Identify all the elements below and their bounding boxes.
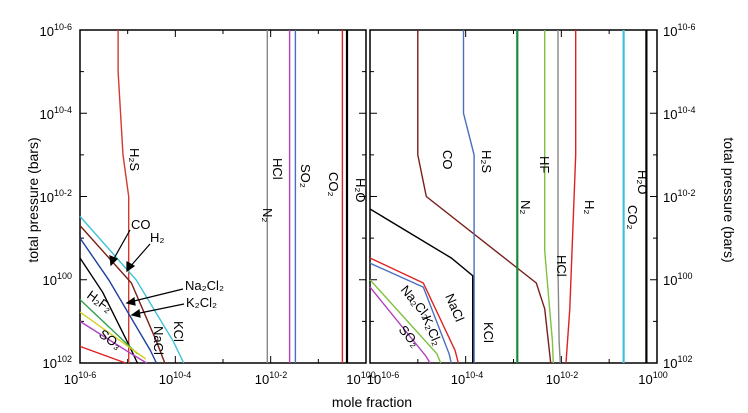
xtick-exponent: 10-6 — [381, 370, 399, 380]
xtick-exponent: 10-4 — [465, 370, 483, 380]
ytick-exponent: 10-6 — [54, 22, 72, 32]
ytick-exponent: 100 — [57, 271, 72, 281]
arrow-k2cl2 — [134, 303, 185, 315]
left-xtick-label: 1010-6 — [64, 370, 96, 387]
curve-label-kcl: KCl — [171, 321, 186, 342]
arrow-na2cl2 — [129, 288, 184, 303]
left-label-arrows — [109, 229, 185, 318]
left-x-tick-labels: 1010-6 1010-4 1010-2 10100 — [64, 370, 376, 387]
series-line-hf — [544, 30, 554, 364]
curve-label-na2cl2: Na₂Cl₂ — [185, 278, 224, 293]
arrow-co — [111, 229, 131, 263]
curve-label-h2s: H₂S — [127, 148, 142, 171]
series-line-so3 — [79, 345, 126, 364]
xtick-exponent: 10-2 — [269, 370, 287, 380]
curve-label-h2o: H₂O — [353, 178, 368, 203]
curve-label-hf-right: HF — [537, 156, 552, 173]
left-y-axis-label: total pressure (bars) — [25, 137, 41, 262]
left-axis-ticks — [79, 29, 367, 364]
series-line-nacl — [369, 257, 459, 364]
arrow-h2 — [128, 243, 151, 269]
right-x-tick-labels: 1010-6 1010-4 1010-2 10100 — [367, 370, 668, 387]
series-line-h2 — [565, 30, 577, 364]
series-line-na2cl2 — [369, 279, 442, 364]
left-xtick-label: 1010-4 — [159, 370, 191, 387]
xtick-exponent: 100 — [653, 370, 668, 380]
series-line-k2cl2 — [369, 262, 452, 364]
arrow-head — [109, 255, 119, 267]
ytick-exponent: 10-4 — [54, 105, 72, 115]
series-line-h2s — [117, 30, 130, 363]
ytick-exponent: 10-6 — [677, 22, 695, 32]
curve-label-co2: CO₂ — [326, 172, 341, 197]
right-xtick-label: 1010-2 — [546, 370, 578, 387]
ytick-exponent: 10-2 — [54, 188, 72, 198]
right-ytick-label: 1010-2 — [663, 188, 695, 205]
arrow-head — [130, 308, 141, 318]
xtick-exponent: 10-4 — [173, 370, 191, 380]
left-ytick-label: 10100 — [43, 271, 73, 288]
right-xtick-label: 10100 — [638, 370, 668, 387]
curve-label-hcl: HCl — [270, 158, 285, 180]
right-ytick-label: 1010-6 — [663, 22, 695, 39]
right-y-axis-label: total pressure (bars) — [721, 137, 737, 262]
curve-label-co: CO — [131, 217, 151, 232]
curve-label-k2cl2: K₂Cl₂ — [186, 295, 217, 310]
curve-label-co-right: CO — [440, 150, 455, 170]
right-y-tick-labels: 1010-6 1010-4 1010-2 10100 10102 — [663, 22, 695, 371]
ytick-exponent: 102 — [57, 354, 72, 364]
curve-label-h2o-right: H₂O — [635, 170, 650, 195]
xtick-exponent: 100 — [361, 370, 376, 380]
curve-label-n2: N₂ — [260, 208, 275, 222]
right-series-lines — [369, 30, 648, 364]
curve-label-h2s-right: H₂S — [479, 150, 494, 173]
left-ytick-label: 1010-2 — [40, 188, 72, 205]
right-plot-frame — [369, 29, 658, 364]
curve-label-co2-right: CO₂ — [625, 205, 640, 230]
arrow-head — [126, 260, 136, 273]
left-panel: 1010-6 1010-4 1010-2 10100 10102 1010-6 … — [25, 22, 376, 387]
x-axis-label: mole fraction — [332, 394, 412, 410]
curve-label-h2: H₂ — [150, 230, 164, 245]
ytick-exponent: 10-2 — [677, 188, 695, 198]
series-line-k2cl2 — [79, 311, 147, 360]
right-ytick-label: 10102 — [663, 354, 693, 371]
series-line-co — [79, 237, 158, 364]
left-plot-frame — [79, 29, 367, 364]
series-line-co — [417, 30, 552, 364]
curve-label-h2-right: H₂ — [582, 200, 597, 214]
arrow-head — [125, 296, 136, 306]
right-ytick-label: 1010-4 — [663, 105, 695, 122]
left-series-lines — [79, 30, 349, 364]
curve-label-nacl: NaCl — [151, 326, 166, 355]
series-line-so2 — [369, 286, 431, 364]
curve-label-hcl-right: HCl — [554, 255, 569, 277]
series-line-hcl — [557, 30, 561, 364]
series-line-kcl — [369, 208, 474, 363]
ytick-exponent: 102 — [677, 354, 692, 364]
series-line-h2s — [462, 30, 475, 363]
left-ytick-label: 1010-6 — [40, 22, 72, 39]
right-xtick-label: 1010-6 — [367, 370, 399, 387]
xtick-exponent: 10-2 — [560, 370, 578, 380]
curve-label-n2-right: N₂ — [518, 200, 533, 214]
left-xtick-label: 1010-2 — [255, 370, 287, 387]
ytick-exponent: 100 — [677, 271, 692, 281]
ytick-exponent: 10-4 — [677, 105, 695, 115]
xtick-exponent: 10-6 — [78, 370, 96, 380]
left-ytick-label: 1010-4 — [40, 105, 72, 122]
left-ytick-label: 10102 — [43, 354, 73, 371]
series-line-h2f2 — [79, 320, 147, 364]
left-y-tick-labels: 1010-6 1010-4 1010-2 10100 10102 — [40, 22, 72, 371]
right-axis-ticks — [369, 29, 658, 364]
curve-label-kcl-right: KCl — [481, 322, 496, 343]
right-xtick-label: 1010-4 — [451, 370, 483, 387]
series-line-na2cl2 — [79, 299, 138, 355]
right-ytick-label: 10100 — [663, 271, 693, 288]
curve-label-so2: SO₂ — [298, 164, 313, 188]
right-panel: 1010-6 1010-4 1010-2 10100 10102 1010-6 … — [367, 22, 737, 387]
